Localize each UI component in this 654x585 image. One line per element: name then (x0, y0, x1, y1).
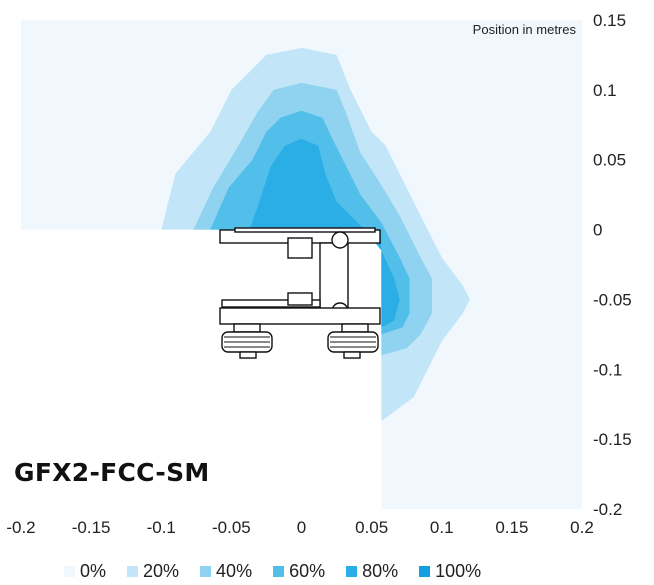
device-right-hub (341, 323, 369, 333)
x-tick-label: 0.05 (355, 518, 388, 537)
legend-item: 0% (64, 561, 106, 582)
y-tick-label: 0 (593, 221, 602, 240)
device-drawing (219, 227, 381, 359)
y-tick-label: 0.15 (593, 11, 626, 30)
legend-swatch (419, 565, 431, 577)
legend-label: 40% (216, 560, 253, 581)
y-tick-label: 0.1 (593, 81, 617, 100)
contour-layers (21, 20, 582, 509)
y-tick-label: -0.1 (593, 360, 622, 379)
model-label: GFX2-FCC-SM (14, 458, 210, 487)
legend-swatch (64, 565, 75, 577)
x-tick-label: 0 (297, 518, 306, 537)
x-tick-label: -0.2 (6, 518, 35, 537)
device-base-rail (221, 299, 321, 308)
x-tick-label: -0.05 (212, 518, 251, 537)
device-column (319, 242, 349, 314)
device-top-bracket (287, 237, 313, 259)
legend-label: 100% (435, 560, 482, 581)
y-tick-label: 0.05 (593, 151, 626, 170)
x-tick-label: 0.15 (495, 518, 528, 537)
x-tick-label: 0.1 (430, 518, 454, 537)
position-axis-label: Position in metres (473, 22, 577, 37)
legend-swatch (200, 565, 212, 577)
legend-item: 40% (200, 561, 252, 582)
legend-label: 20% (143, 560, 180, 581)
legend-label: 80% (362, 560, 399, 581)
legend-swatch (127, 565, 139, 577)
legend-item: 60% (273, 561, 325, 582)
y-axis-ticks: 0.15 0.1 0.05 0 -0.05 -0.1 -0.15 -0.2 (593, 11, 632, 519)
device-top-rail (234, 227, 376, 233)
contour-0-percent (21, 20, 582, 509)
device-left-hub (233, 323, 261, 333)
y-tick-label: -0.15 (593, 430, 632, 449)
legend: 0% 20% 40% 60% 80% 100% (64, 560, 502, 582)
legend-label: 0% (80, 560, 107, 581)
device-left-foot (239, 351, 257, 359)
device-right-foot (343, 351, 361, 359)
x-tick-label: 0.2 (570, 518, 594, 537)
x-tick-label: -0.1 (147, 518, 176, 537)
y-tick-label: -0.05 (593, 290, 632, 309)
legend-item: 100% (419, 561, 481, 582)
device-base-plate (219, 307, 381, 325)
contour-80-percent (249, 138, 400, 328)
device-top-roller (331, 231, 349, 249)
legend-item: 20% (127, 561, 179, 582)
device-base-bracket (287, 292, 313, 306)
x-axis-ticks: -0.2 -0.15 -0.1 -0.05 0 0.05 0.1 0.15 0.2 (6, 518, 593, 537)
legend-label: 60% (289, 560, 326, 581)
legend-swatch (346, 565, 358, 577)
x-tick-label: -0.15 (72, 518, 111, 537)
legend-swatch (273, 565, 285, 577)
y-tick-label: -0.2 (593, 500, 622, 519)
legend-item: 80% (346, 561, 398, 582)
